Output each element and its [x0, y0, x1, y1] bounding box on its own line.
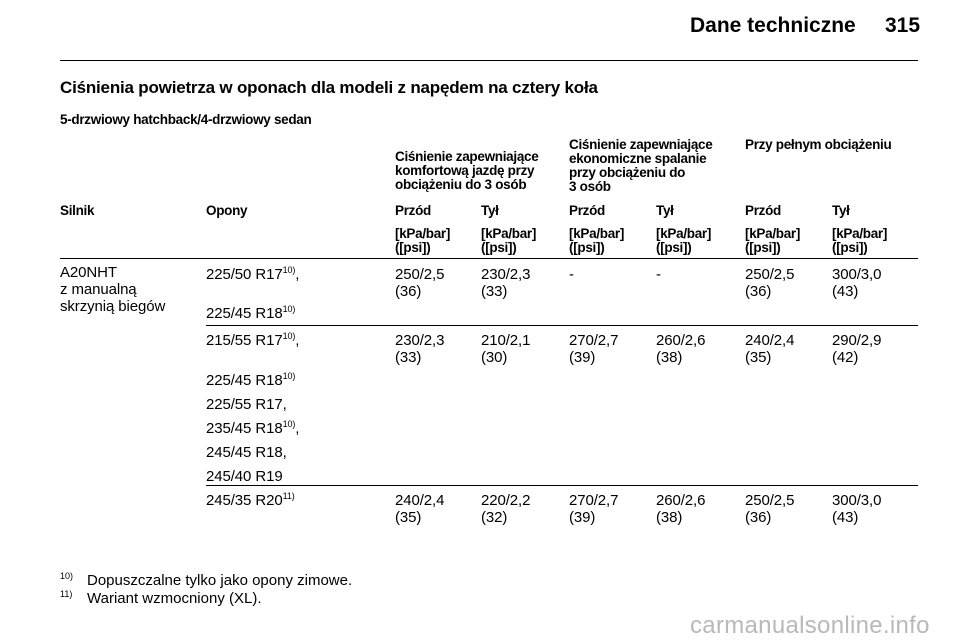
pressure-value: 300/3,0 (43) [832, 266, 882, 300]
group-header-eco: Ciśnienie zapewniające ekonomiczne spala… [569, 137, 713, 194]
col-header-rear: Tył [481, 203, 499, 218]
pressure-value: 250/2,5 (36) [745, 266, 795, 300]
pressure-value: 230/2,3 (33) [481, 266, 531, 300]
tyre-size: 225/50 R1710), [206, 265, 300, 284]
section-title: Ciśnienia powietrza w oponach dla modeli… [60, 78, 598, 97]
pressure-value: 300/3,0 (43) [832, 492, 882, 526]
unit-header: [kPa/bar] ([psi]) [481, 226, 537, 255]
pressure-value: - [656, 266, 661, 283]
table-header-rule [60, 258, 918, 259]
tyre-size: 225/45 R1810) [206, 304, 296, 323]
footnote-ref: 10) [282, 371, 296, 381]
subsection-title: 5-drzwiowy hatchback/4-drzwiowy sedan [60, 112, 312, 127]
pressure-value: 240/2,4 (35) [745, 332, 795, 366]
tyre-size: 215/55 R1710), [206, 331, 300, 350]
pressure-value: 250/2,5 (36) [395, 266, 445, 300]
unit-header: [kPa/bar] ([psi]) [656, 226, 712, 255]
col-header-rear: Tył [656, 203, 674, 218]
pressure-value: 260/2,6 (38) [656, 332, 706, 366]
col-header-front: Przód [395, 203, 432, 218]
group-header-full-load: Przy pełnym obciążeniu [745, 137, 892, 152]
unit-header: [kPa/bar] ([psi]) [832, 226, 888, 255]
unit-header: [kPa/bar] ([psi]) [395, 226, 451, 255]
col-header-front: Przód [745, 203, 782, 218]
pressure-value: 230/2,3 (33) [395, 332, 445, 366]
tyre-size: 225/55 R17, [206, 396, 287, 413]
footnote-ref: 11) [282, 491, 295, 501]
col-header-rear: Tył [832, 203, 850, 218]
tyre-size: 245/40 R19 [206, 468, 283, 485]
pressure-value: 250/2,5 (36) [745, 492, 795, 526]
pressure-value: 270/2,7 (39) [569, 492, 619, 526]
pressure-value: 270/2,7 (39) [569, 332, 619, 366]
footnote-text: Wariant wzmocniony (XL). [87, 590, 262, 607]
footnote-ref: 10) [282, 331, 296, 341]
row-rule [206, 485, 918, 486]
pressure-value: 220/2,2 (32) [481, 492, 531, 526]
pressure-value: 290/2,9 (42) [832, 332, 882, 366]
col-header-engine: Silnik [60, 203, 95, 218]
pressure-value: - [569, 266, 574, 283]
footnote-text: Dopuszczalne tylko jako opony zimowe. [87, 572, 353, 589]
footnote-number: 10) [60, 571, 74, 581]
unit-header: [kPa/bar] ([psi]) [745, 226, 801, 255]
pressure-value: 210/2,1 (30) [481, 332, 531, 366]
pressure-value: 260/2,6 (38) [656, 492, 706, 526]
group-header-comfort: Ciśnienie zapewniające komfortową jazdę … [395, 149, 539, 192]
unit-header: [kPa/bar] ([psi]) [569, 226, 625, 255]
footnote-ref: 10) [282, 265, 296, 275]
tyre-size: 245/35 R2011) [206, 491, 295, 510]
tyre-size: 225/45 R1810) [206, 371, 296, 390]
footnote-ref: 10) [282, 419, 296, 429]
row-rule [206, 325, 918, 326]
col-header-front: Przód [569, 203, 606, 218]
header-divider [60, 60, 918, 61]
page-number: 315 [885, 14, 921, 37]
pressure-value: 240/2,4 (35) [395, 492, 445, 526]
page-header-title: Dane techniczne [690, 14, 856, 37]
engine-cell: A20NHT z manualną skrzynią biegów [60, 264, 166, 315]
tyre-size: 235/45 R1810), [206, 419, 300, 438]
tyre-size: 245/45 R18, [206, 444, 287, 461]
col-header-tyres: Opony [206, 203, 248, 218]
watermark: carmanualsonline.info [690, 612, 930, 639]
footnote-ref: 10) [282, 304, 296, 314]
footnote-number: 11) [60, 589, 73, 599]
